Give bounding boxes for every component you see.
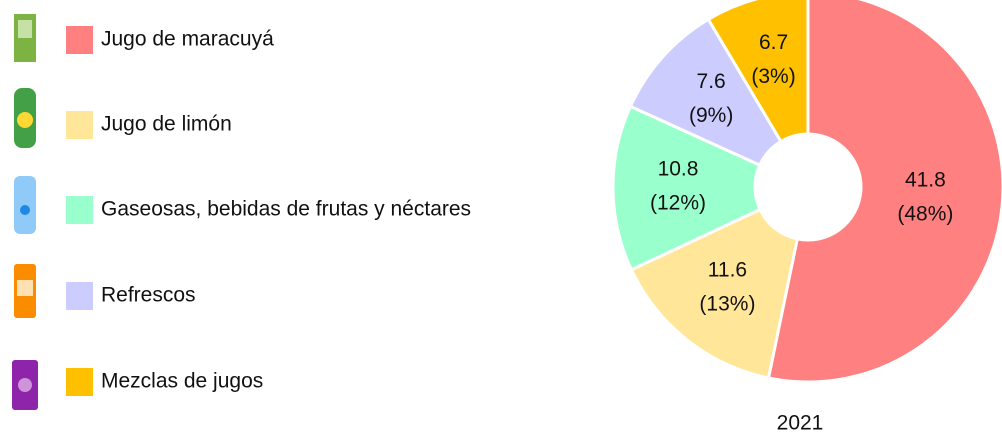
icon-carton-label <box>18 378 32 392</box>
icon-water-label <box>20 205 30 215</box>
legend-swatch <box>66 26 93 54</box>
slice-value-label: 10.8 <box>658 157 699 180</box>
slice-percent-label: (9%) <box>689 104 733 127</box>
legend-label: Gaseosas, bebidas de frutas y néctares <box>101 198 471 221</box>
slice-percent-label: (12%) <box>650 191 706 214</box>
slice-value-label: 11.6 <box>708 259 747 282</box>
slice-value-label: 41.8 <box>905 169 946 192</box>
chart-caption: 2021 <box>777 412 824 435</box>
legend-swatch <box>66 282 93 310</box>
icon-juice-box-label <box>18 20 32 38</box>
slice-percent-label: (3%) <box>751 65 795 88</box>
slice <box>706 0 810 144</box>
slice <box>611 104 763 272</box>
slice-value-label: 7.6 <box>697 70 726 93</box>
legend-swatch <box>66 111 93 139</box>
slice-value-label: 6.7 <box>759 31 788 54</box>
legend-swatch <box>66 368 93 396</box>
legend-label: Jugo de maracuyá <box>101 28 274 51</box>
legend-label: Mezclas de jugos <box>101 370 263 393</box>
slice <box>766 0 1002 384</box>
legend-icons <box>12 14 38 410</box>
slice-percent-label: (48%) <box>897 203 953 226</box>
legend-label: Refrescos <box>101 284 196 307</box>
legend-label: Jugo de limón <box>101 113 232 136</box>
legend-swatch <box>66 196 93 224</box>
slice-percent-label: (13%) <box>699 293 755 316</box>
slice <box>628 17 783 168</box>
icon-bottle-label <box>17 112 33 128</box>
icon-orange-label <box>17 280 33 296</box>
